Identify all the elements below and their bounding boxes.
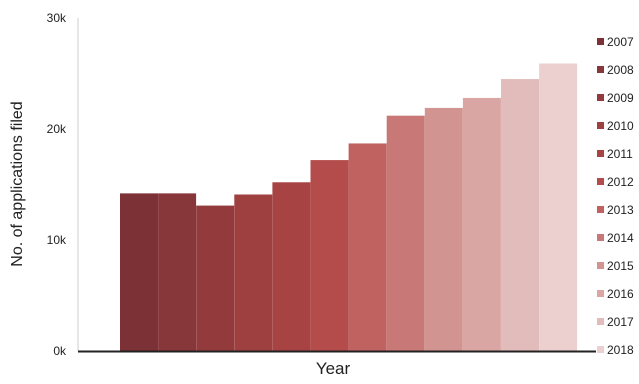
legend-swatch-2015	[597, 262, 604, 269]
legend-swatch-2017	[597, 318, 604, 325]
legend-swatch-2018	[597, 346, 604, 353]
y-axis-ticks: 0k 10k 20k 30k	[47, 11, 67, 358]
y-tick-label: 10k	[47, 233, 67, 247]
bar-2016	[462, 97, 501, 351]
legend-swatch-2009	[597, 94, 604, 101]
legend-label-2008: 2008	[607, 63, 634, 77]
legend-swatch-2012	[597, 178, 604, 185]
legend-swatch-2013	[597, 206, 604, 213]
legend-label-2018: 2018	[607, 343, 634, 357]
legend-label-2010: 2010	[607, 119, 634, 133]
y-axis-label: No. of applications filed	[9, 101, 26, 266]
legend: 2007 2008 2009 2010 2011 2012 2013 2014 2015 2016…	[597, 35, 634, 357]
legend-label-2014: 2014	[607, 231, 634, 245]
legend-swatch-2008	[597, 66, 604, 73]
legend-label-2009: 2009	[607, 91, 634, 105]
x-axis-label: Year	[316, 359, 351, 378]
y-tick-label: 30k	[47, 11, 67, 25]
bar-2018	[539, 63, 578, 351]
legend-swatch-2016	[597, 290, 604, 297]
bar-2007	[120, 193, 158, 351]
legend-label-2011: 2011	[607, 147, 633, 161]
legend-swatch-2011	[597, 150, 604, 157]
y-tick-label: 0k	[53, 344, 67, 358]
bar-2014	[386, 115, 425, 352]
legend-label-2013: 2013	[607, 203, 634, 217]
legend-label-2015: 2015	[607, 259, 634, 273]
bar-2009	[196, 205, 235, 351]
legend-swatch-2010	[597, 122, 604, 129]
legend-swatch-2007	[597, 38, 604, 45]
bar-2017	[501, 79, 539, 352]
bar-2008	[158, 193, 197, 351]
legend-label-2017: 2017	[607, 315, 634, 329]
bar-2015	[424, 107, 463, 351]
legend-label-2012: 2012	[607, 175, 634, 189]
legend-label-2007: 2007	[607, 35, 634, 49]
y-tick-label: 20k	[47, 122, 67, 136]
legend-swatch-2014	[597, 234, 604, 241]
bars	[120, 63, 578, 352]
bar-2010	[234, 194, 273, 351]
bar-2013	[348, 143, 387, 351]
legend-label-2016: 2016	[607, 287, 634, 301]
bar-2011	[272, 182, 311, 351]
bar-2012	[310, 160, 349, 351]
